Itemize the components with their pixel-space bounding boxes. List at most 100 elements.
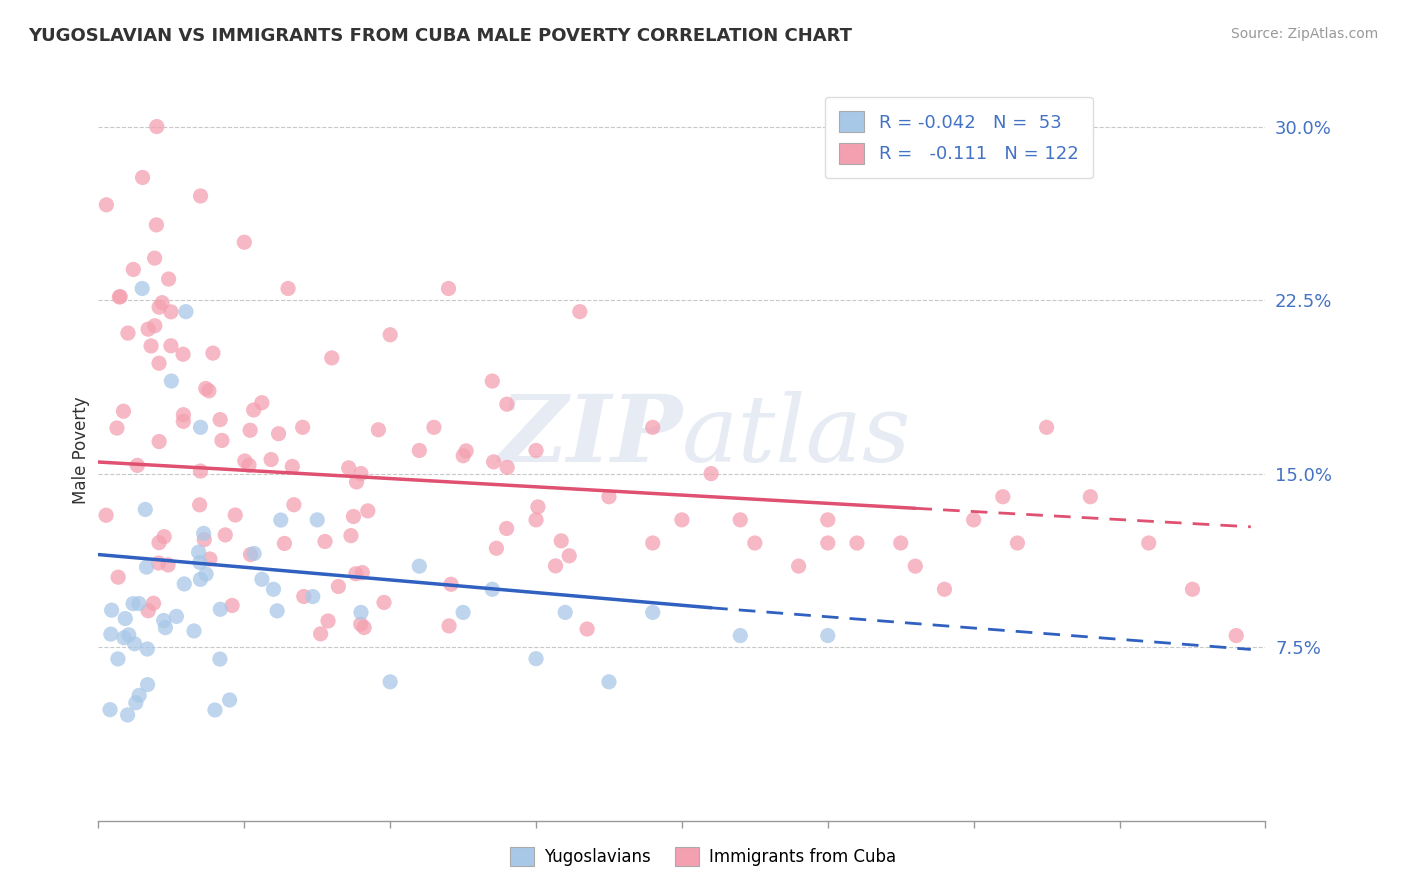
Point	[209, 412, 232, 426]
Point	[524, 651, 547, 665]
Point	[142, 596, 165, 610]
Point	[127, 458, 149, 473]
Point	[934, 582, 956, 597]
Point	[239, 548, 262, 562]
Point	[242, 403, 264, 417]
Point	[495, 521, 517, 535]
Point	[98, 703, 121, 717]
Point	[96, 198, 118, 212]
Point	[214, 528, 236, 542]
Point	[128, 689, 150, 703]
Point	[890, 536, 912, 550]
Point	[193, 533, 215, 547]
Point	[962, 513, 984, 527]
Text: ZIP: ZIP	[498, 391, 682, 481]
Point	[576, 622, 599, 636]
Point	[135, 560, 157, 574]
Point	[817, 628, 839, 642]
Point	[172, 414, 194, 428]
Point	[485, 541, 508, 556]
Point	[260, 452, 283, 467]
Point	[373, 595, 395, 609]
Point	[108, 290, 131, 304]
Point	[131, 281, 153, 295]
Point	[700, 467, 723, 481]
Point	[558, 549, 581, 563]
Point	[211, 434, 233, 448]
Point	[314, 534, 336, 549]
Point	[193, 526, 215, 541]
Point	[160, 374, 183, 388]
Point	[437, 281, 460, 295]
Point	[172, 347, 194, 361]
Point	[524, 513, 547, 527]
Point	[209, 602, 232, 616]
Point	[136, 322, 159, 336]
Point	[1007, 536, 1029, 550]
Point	[117, 708, 139, 723]
Point	[281, 459, 304, 474]
Point	[131, 170, 153, 185]
Point	[291, 420, 314, 434]
Point	[353, 621, 375, 635]
Point	[451, 449, 474, 463]
Point	[238, 458, 260, 473]
Point	[496, 460, 519, 475]
Point	[136, 642, 159, 657]
Point	[340, 528, 363, 542]
Point	[94, 508, 117, 523]
Point	[481, 582, 503, 597]
Legend: Yugoslavians, Immigrants from Cuba: Yugoslavians, Immigrants from Cuba	[502, 838, 904, 875]
Point	[787, 559, 810, 574]
Point	[352, 566, 374, 580]
Point	[188, 498, 211, 512]
Point	[112, 404, 135, 418]
Text: YUGOSLAVIAN VS IMMIGRANTS FROM CUBA MALE POVERTY CORRELATION CHART: YUGOSLAVIAN VS IMMIGRANTS FROM CUBA MALE…	[28, 27, 852, 45]
Point	[165, 609, 187, 624]
Point	[239, 423, 262, 437]
Point	[357, 504, 380, 518]
Point	[143, 318, 166, 333]
Point	[139, 339, 162, 353]
Point	[328, 579, 350, 593]
Point	[598, 674, 620, 689]
Point	[554, 606, 576, 620]
Point	[208, 652, 231, 666]
Point	[243, 546, 266, 560]
Point	[641, 536, 664, 550]
Point	[153, 530, 176, 544]
Point	[641, 420, 664, 434]
Point	[190, 464, 212, 478]
Point	[250, 572, 273, 586]
Point	[437, 619, 460, 633]
Point	[301, 590, 323, 604]
Point	[309, 627, 332, 641]
Point	[118, 628, 141, 642]
Point	[173, 577, 195, 591]
Point	[408, 443, 430, 458]
Point	[221, 599, 243, 613]
Point	[107, 652, 129, 666]
Point	[160, 305, 183, 319]
Point	[496, 397, 519, 411]
Point	[267, 426, 290, 441]
Point	[817, 513, 839, 527]
Point	[148, 300, 170, 314]
Point	[188, 556, 211, 570]
Point	[100, 603, 122, 617]
Point	[125, 696, 148, 710]
Point	[124, 637, 146, 651]
Point	[367, 423, 389, 437]
Point	[1035, 420, 1057, 434]
Point	[350, 606, 373, 620]
Point	[148, 356, 170, 370]
Point	[524, 443, 547, 458]
Point	[128, 597, 150, 611]
Point	[250, 395, 273, 409]
Point	[152, 614, 174, 628]
Point	[204, 703, 226, 717]
Point	[157, 558, 180, 572]
Point	[1137, 536, 1160, 550]
Point	[108, 290, 131, 304]
Point	[194, 382, 217, 396]
